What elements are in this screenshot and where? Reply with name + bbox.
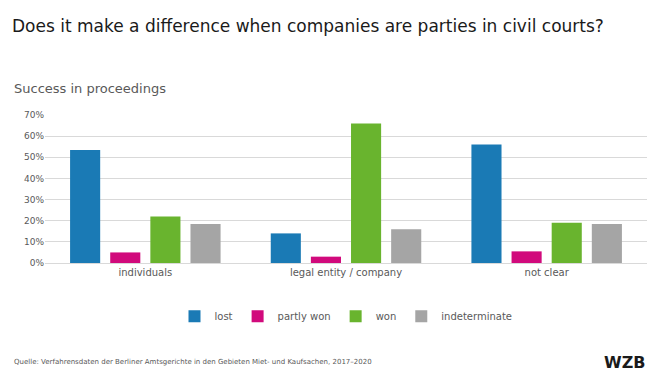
svg-text:partly won: partly won bbox=[278, 311, 331, 322]
svg-text:legal entity / company: legal entity / company bbox=[290, 267, 402, 278]
svg-text:Does it make a difference when: Does it make a difference when companies… bbox=[12, 16, 604, 36]
svg-text:indeterminate: indeterminate bbox=[441, 311, 512, 322]
svg-text:20%: 20% bbox=[24, 216, 44, 226]
svg-text:not clear: not clear bbox=[525, 267, 570, 278]
svg-text:70%: 70% bbox=[24, 110, 44, 120]
svg-text:0%: 0% bbox=[30, 258, 45, 268]
svg-text:Quelle: Verfahrensdaten der Be: Quelle: Verfahrensdaten der Berliner Amt… bbox=[14, 358, 372, 366]
svg-text:Success in proceedings: Success in proceedings bbox=[14, 81, 166, 96]
svg-text:50%: 50% bbox=[24, 152, 44, 162]
svg-text:WZB: WZB bbox=[604, 353, 645, 372]
svg-text:10%: 10% bbox=[24, 237, 44, 247]
svg-text:lost: lost bbox=[215, 311, 233, 322]
svg-text:40%: 40% bbox=[24, 174, 44, 184]
svg-text:individuals: individuals bbox=[118, 267, 172, 278]
svg-text:30%: 30% bbox=[24, 195, 44, 205]
svg-text:won: won bbox=[376, 311, 397, 322]
svg-text:60%: 60% bbox=[24, 131, 44, 141]
